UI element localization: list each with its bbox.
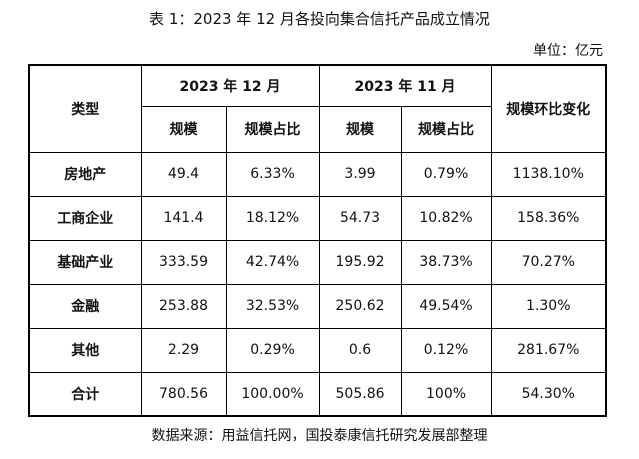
table-cell: 42.74% <box>225 239 320 285</box>
table-row: 房地产 49.4 6.33% 3.99 0.79% 1138.10% <box>28 151 607 197</box>
table-cell: 333.59 <box>140 239 227 285</box>
table-cell: 2.29 <box>140 327 227 373</box>
table-cell: 141.4 <box>140 195 227 241</box>
table-cell: 54.30% <box>490 371 607 417</box>
table-title: 表 1：2023 年 12 月各投向集合信托产品成立情况 <box>149 10 490 28</box>
table-cell: 100% <box>400 371 492 417</box>
header-cell: 规模环比变化 <box>490 64 607 153</box>
table-head: 类型 2023 年 12 月 2023 年 11 月 规模环比变化 规模 规模占… <box>28 64 607 153</box>
table-cell: 10.82% <box>400 195 492 241</box>
table-cell: 780.56 <box>140 371 227 417</box>
table-cell: 6.33% <box>225 151 320 197</box>
header-row: 规模 规模占比 规模 规模占比 <box>29 105 606 153</box>
table-cell: 0.29% <box>225 327 320 373</box>
table-row: 基础产业 333.59 42.74% 195.92 38.73% 70.27% <box>28 239 607 285</box>
row-label: 基础产业 <box>28 239 142 285</box>
table-cell: 281.67% <box>490 327 607 373</box>
row-label: 其他 <box>28 327 142 373</box>
data-table: 类型 2023 年 12 月 2023 年 11 月 规模环比变化 规模 规模占… <box>28 64 608 417</box>
table-cell: 505.86 <box>318 371 402 417</box>
table-cell: 70.27% <box>490 239 607 285</box>
table-row: 其他 2.29 0.29% 0.6 0.12% 281.67% <box>28 327 607 373</box>
table-cell: 0.12% <box>400 327 492 373</box>
table-cell: 195.92 <box>318 239 402 285</box>
table-row: 金融 253.88 32.53% 250.62 49.54% 1.30% <box>28 283 607 329</box>
table-body: 房地产 49.4 6.33% 3.99 0.79% 1138.10% 工商企业 141.4 18… <box>28 151 607 417</box>
header-cell: 规模占比 <box>225 105 320 153</box>
table-cell: 49.4 <box>140 151 227 197</box>
table-cell: 1138.10% <box>490 151 607 197</box>
table-cell: 0.6 <box>318 327 402 373</box>
table-cell: 1.30% <box>490 283 607 329</box>
header-row: 类型 2023 年 12 月 2023 年 11 月 规模环比变化 <box>28 64 607 153</box>
table-cell: 54.73 <box>318 195 402 241</box>
table-cell: 38.73% <box>400 239 492 285</box>
table-cell: 158.36% <box>490 195 607 241</box>
table-cell: 18.12% <box>225 195 320 241</box>
table-cell: 100.00% <box>225 371 320 417</box>
unit-note: 单位：亿元 <box>533 43 603 59</box>
row-label: 工商企业 <box>28 195 142 241</box>
row-label: 房地产 <box>28 151 142 197</box>
row-label: 金融 <box>28 283 142 329</box>
table-cell: 32.53% <box>225 283 320 329</box>
table-row: 合计 780.56 100.00% 505.86 100% 54.30% <box>28 371 607 417</box>
header-cell: 2023 年 11 月 <box>318 64 492 107</box>
row-label: 合计 <box>28 371 142 417</box>
header-cell: 类型 <box>28 64 142 153</box>
table-cell: 0.79% <box>400 151 492 197</box>
header-cell: 规模 <box>140 105 227 153</box>
header-cell: 2023 年 12 月 <box>140 64 320 107</box>
table-cell: 49.54% <box>400 283 492 329</box>
header-cell: 规模 <box>318 105 402 153</box>
table-cell: 250.62 <box>318 283 402 329</box>
table-cell: 253.88 <box>140 283 227 329</box>
source-note: 数据来源：用益信托网，国投泰康信托研究发展部整理 <box>151 428 488 444</box>
header-cell: 规模占比 <box>400 105 492 153</box>
table-cell: 3.99 <box>318 151 402 197</box>
table-row: 工商企业 141.4 18.12% 54.73 10.82% 158.36% <box>28 195 607 241</box>
